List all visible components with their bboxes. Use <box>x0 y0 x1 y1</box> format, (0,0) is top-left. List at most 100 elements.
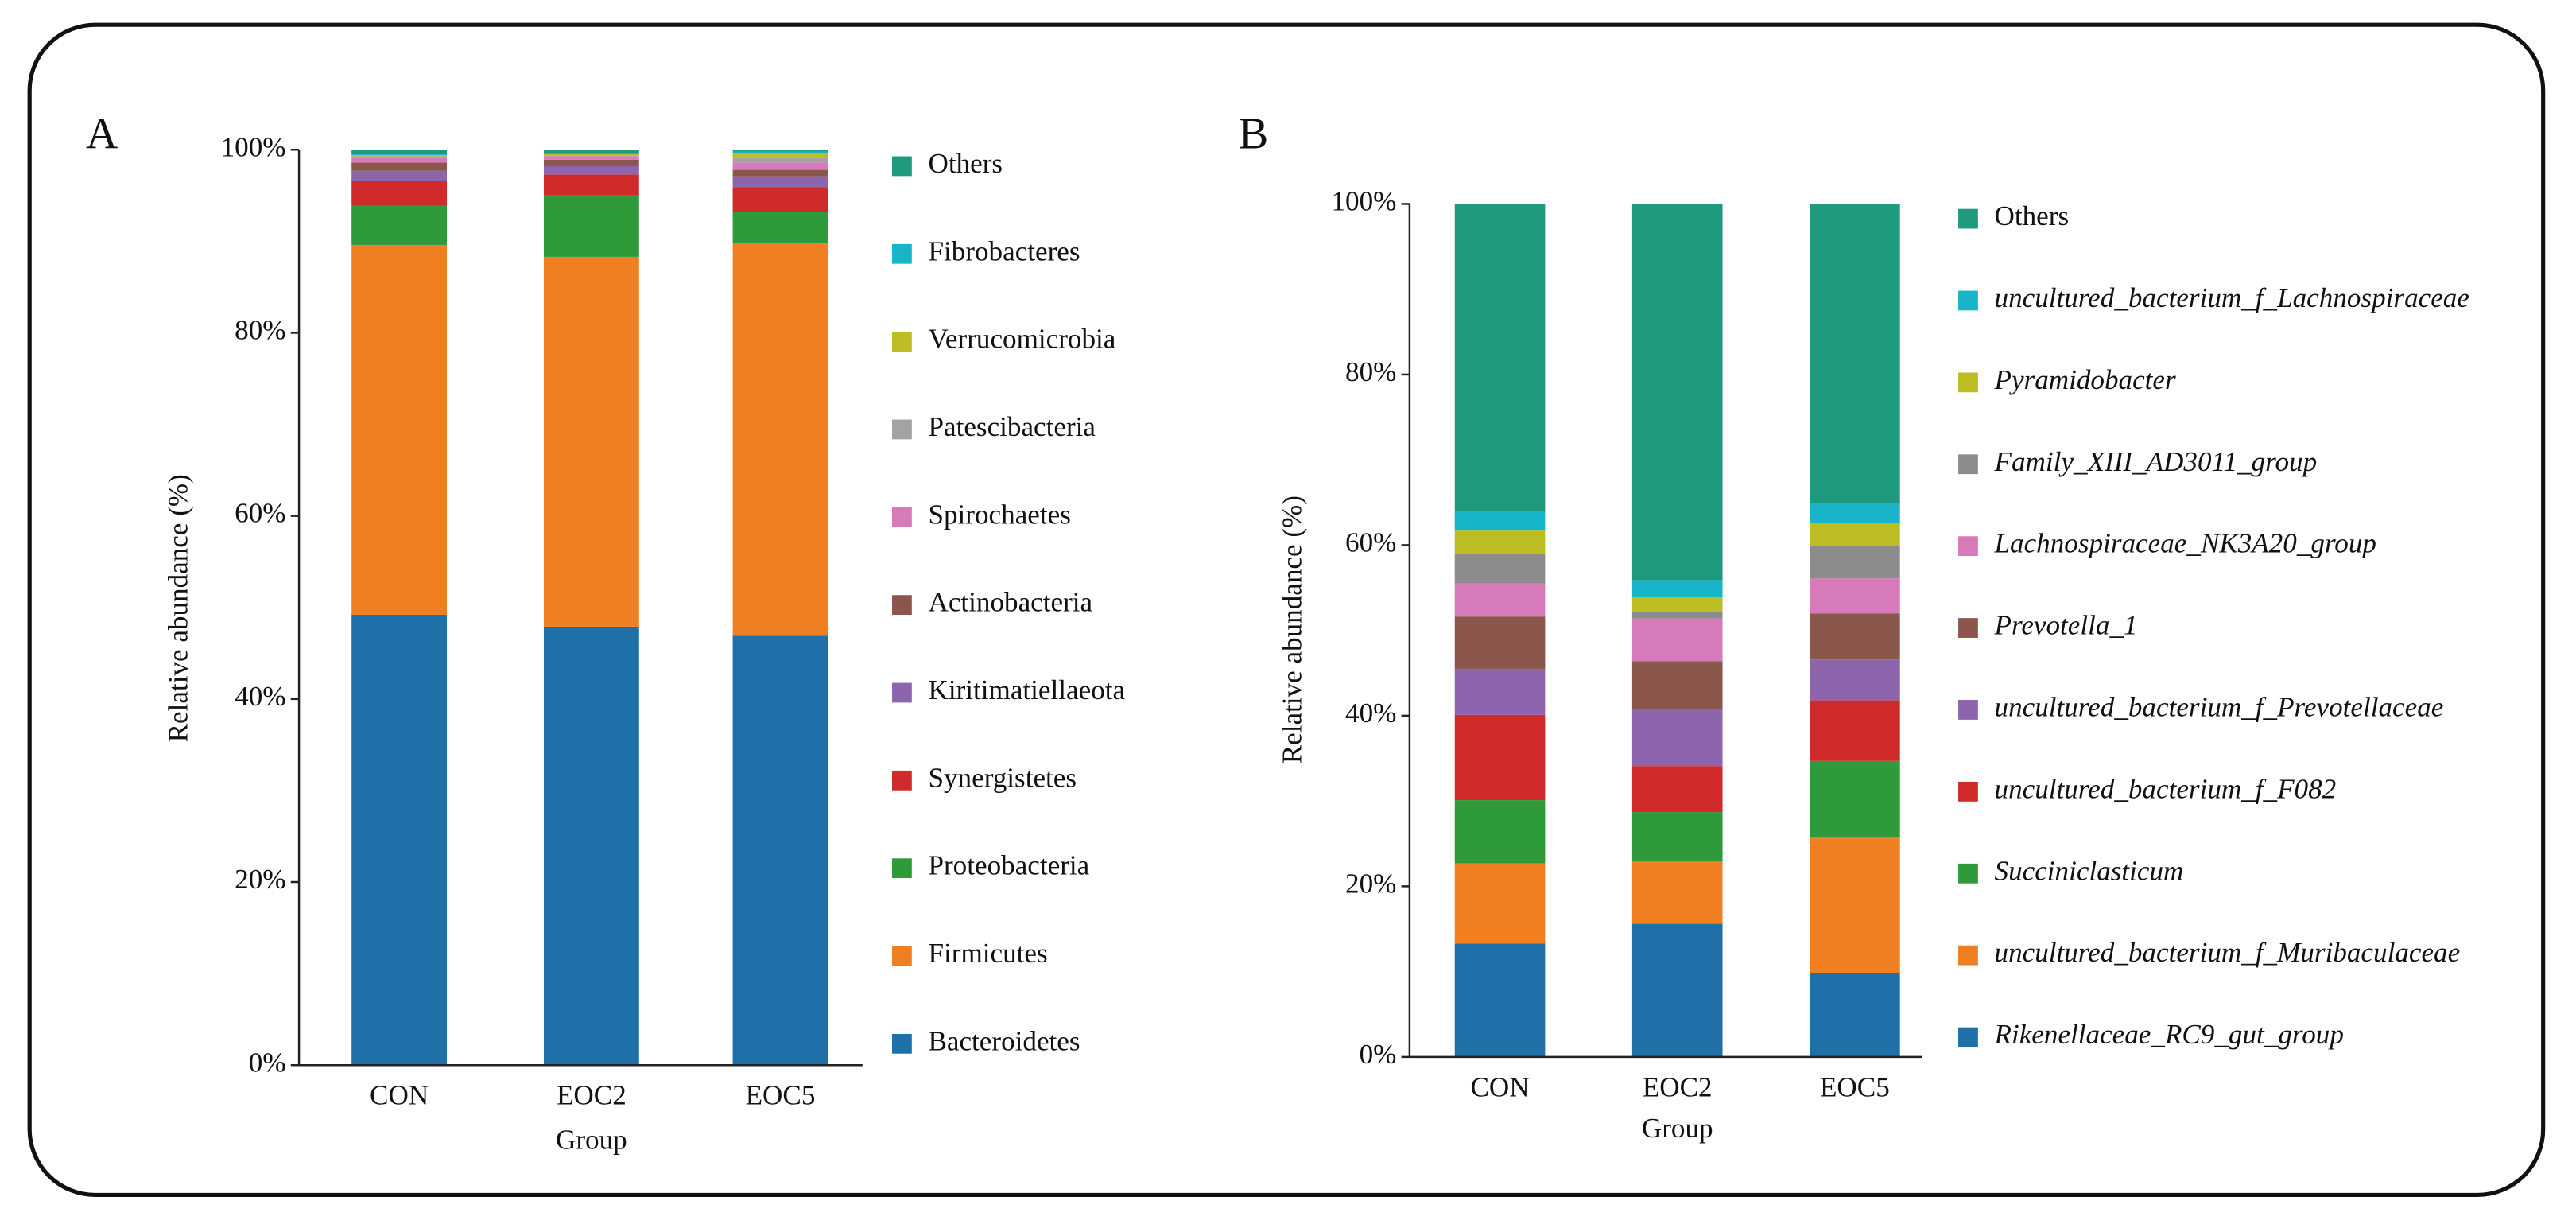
x-tick-label: EOC5 <box>1820 1071 1890 1102</box>
legend-label: Others <box>1995 200 2070 231</box>
x-tick-label: EOC2 <box>557 1080 627 1111</box>
legend-swatch <box>892 770 912 791</box>
bar-segment <box>543 155 639 157</box>
bar-segment <box>1810 613 1900 660</box>
bar-segment <box>543 165 639 175</box>
y-tick-label: 60% <box>1345 527 1396 558</box>
panel-label: A <box>86 110 118 159</box>
x-tick-label: CON <box>1470 1071 1529 1102</box>
legend-label: uncultured_bacterium_f_Muribaculaceae <box>1995 937 2461 968</box>
bar-segment <box>1454 800 1546 864</box>
legend-label: Prevotella_1 <box>1994 610 2138 641</box>
x-tick-label: CON <box>370 1080 429 1111</box>
y-axis-title: Relative abundance (%) <box>162 474 193 742</box>
bar-segment <box>1631 597 1723 612</box>
panel-label: B <box>1239 110 1268 159</box>
bar-segment <box>1454 511 1546 531</box>
bar-segment <box>1631 204 1723 581</box>
y-tick-label: 0% <box>1360 1039 1397 1070</box>
legend-label: Others <box>928 148 1003 179</box>
bar-segment <box>732 243 828 636</box>
legend-label: Actinobacteria <box>928 587 1092 618</box>
legend-swatch <box>892 332 912 352</box>
bar-segment <box>543 256 639 627</box>
bar-segment <box>732 212 828 243</box>
bar-segment <box>1454 616 1546 669</box>
bar-segment <box>732 157 828 163</box>
y-tick-label: 40% <box>1345 698 1396 729</box>
legend-swatch <box>1958 536 1978 557</box>
bar-segment <box>1810 837 1900 973</box>
bar-segment <box>732 151 828 154</box>
legend-label: Pyramidobacter <box>1994 364 2176 395</box>
bar-segment <box>351 244 448 615</box>
legend-label: uncultured_bacterium_f_F082 <box>1995 773 2337 804</box>
legend-swatch <box>1958 454 1978 475</box>
legend-swatch <box>892 243 912 264</box>
y-tick-label: 100% <box>1331 186 1396 217</box>
bar-segment <box>1631 618 1723 662</box>
bar-segment <box>732 635 828 1066</box>
bar-segment <box>1454 204 1546 511</box>
legend-swatch <box>892 156 912 177</box>
legend-swatch <box>1958 372 1978 393</box>
legend-label: Firmicutes <box>928 938 1047 969</box>
legend-label: Spirochaetes <box>928 499 1070 530</box>
bar-segment <box>732 162 828 170</box>
legend-swatch <box>1958 290 1978 311</box>
bar-segment <box>1631 709 1723 767</box>
legend-label: Fibrobacteres <box>928 235 1080 266</box>
bar-segment <box>732 187 828 212</box>
bar-segment <box>1454 863 1546 944</box>
frame <box>27 22 2546 1198</box>
legend-swatch <box>892 682 912 703</box>
legend-label: Patescibacteria <box>928 411 1096 442</box>
bar-segment <box>351 181 448 206</box>
legend-label: Family_XIII_AD3011_group <box>1994 446 2318 477</box>
bar-segment <box>1631 923 1723 1057</box>
legend-label: uncultured_bacterium_f_Lachnospiraceae <box>1995 282 2469 313</box>
y-tick-label: 20% <box>1345 868 1396 899</box>
bar-segment <box>1810 204 1900 503</box>
bar-segment <box>1631 861 1723 924</box>
bar-segment <box>543 626 639 1066</box>
bar-segment <box>1631 612 1723 619</box>
bar-segment <box>351 170 448 181</box>
legend-label: Succiniclasticum <box>1995 855 2184 886</box>
bar-segment <box>1810 973 1900 1057</box>
legend-label: Bacteroidetes <box>928 1025 1080 1056</box>
bar-segment <box>732 153 828 158</box>
legend-swatch <box>892 507 912 527</box>
legend-swatch <box>892 858 912 879</box>
y-tick-label: 100% <box>221 131 286 162</box>
y-axis-title: Relative abundance (%) <box>1276 495 1307 764</box>
x-tick-label: EOC5 <box>746 1080 816 1111</box>
bar-segment <box>1810 760 1900 837</box>
legend-swatch <box>1958 208 1978 229</box>
bar-segment <box>351 157 448 163</box>
legend-label: Lachnospiraceae_NK3A20_group <box>1994 528 2376 559</box>
bar-segment <box>543 150 639 154</box>
bar-segment <box>1454 530 1546 554</box>
bar-segment <box>351 156 448 158</box>
bar-segment <box>351 614 448 1066</box>
legend-swatch <box>1958 1027 1978 1047</box>
bar-segment <box>543 195 639 257</box>
legend-label: Synergistetes <box>928 762 1077 793</box>
bar-segment <box>732 169 828 177</box>
x-axis-title: Group <box>556 1124 627 1155</box>
y-tick-label: 80% <box>235 315 285 346</box>
legend-label: Kiritimatiellaeota <box>928 674 1125 705</box>
bar-segment <box>351 150 448 155</box>
bar-segment <box>1810 700 1900 761</box>
bar-segment <box>1810 578 1900 614</box>
legend-label: Proteobacteria <box>928 850 1089 881</box>
y-tick-label: 20% <box>235 864 285 895</box>
y-tick-label: 0% <box>249 1047 286 1078</box>
bar-segment <box>1810 523 1900 546</box>
legend-swatch <box>892 419 912 440</box>
bar-segment <box>1454 554 1546 584</box>
legend-swatch <box>892 946 912 966</box>
legend-swatch <box>1958 945 1978 966</box>
